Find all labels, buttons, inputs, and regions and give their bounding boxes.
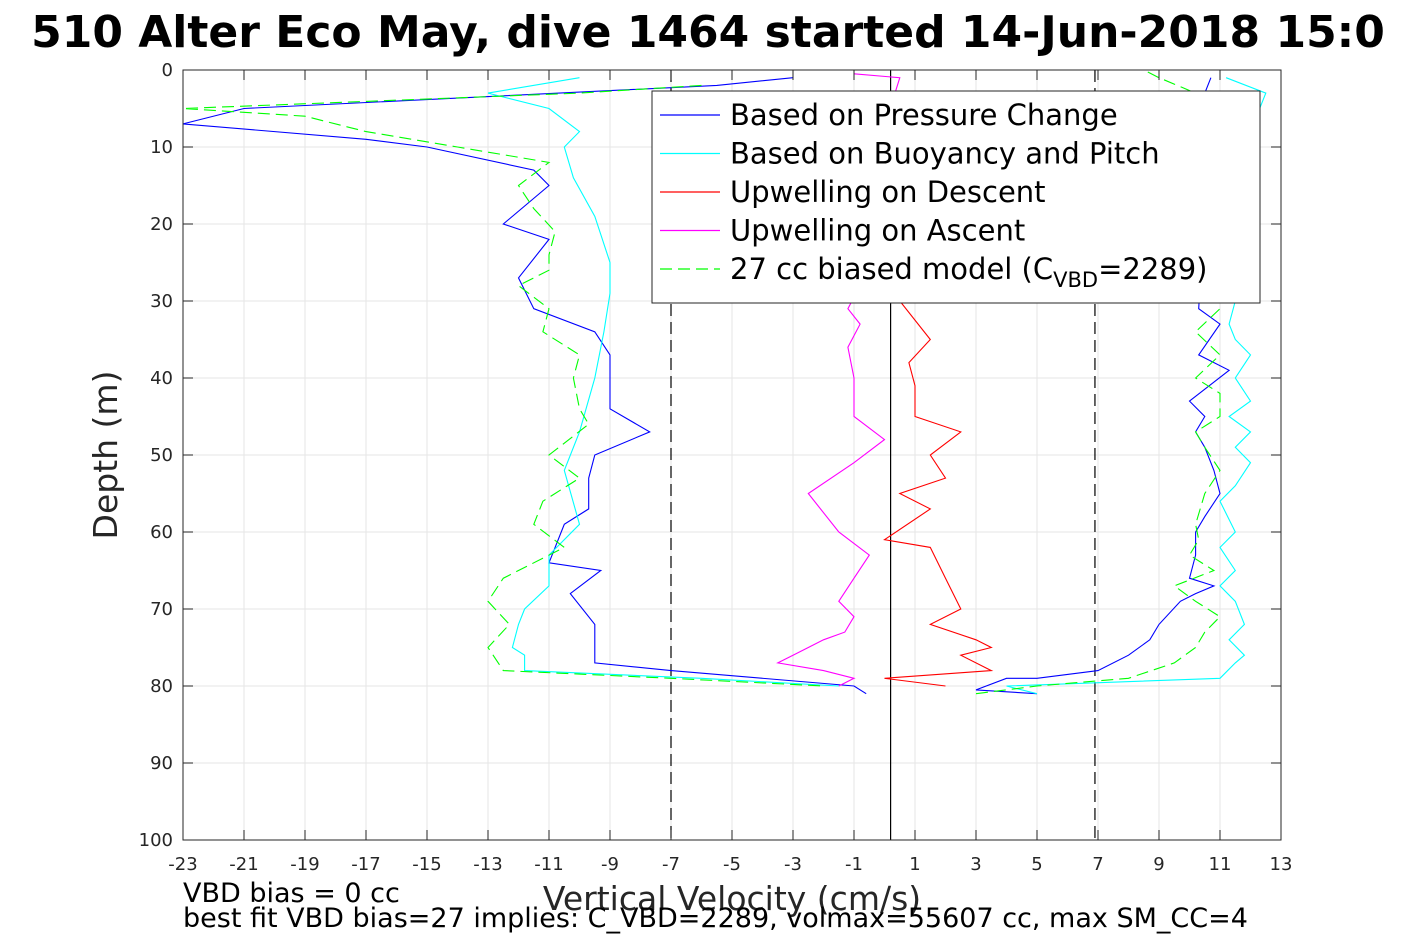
y-axis-label: Depth (m) <box>86 371 125 540</box>
legend-label: Based on Buoyancy and Pitch <box>730 137 1160 171</box>
y-tick-label: 10 <box>150 137 173 158</box>
series-4-descent-line <box>182 84 824 687</box>
x-tick-label: 7 <box>1092 854 1103 875</box>
x-tick-label: -17 <box>351 854 380 875</box>
x-tick-label: 13 <box>1270 854 1293 875</box>
legend-box <box>651 90 1261 304</box>
x-tick-label: 9 <box>1153 854 1164 875</box>
x-tick-label: -7 <box>662 854 680 875</box>
footer-best-fit: best fit VBD bias=27 implies: C_VBD=2289… <box>183 903 1248 934</box>
legend-label: Based on Pressure Change <box>730 98 1118 132</box>
x-tick-label: 5 <box>1031 854 1042 875</box>
x-tick-label: -1 <box>845 854 863 875</box>
y-tick-label: 80 <box>150 676 173 697</box>
x-tick-label: 11 <box>1209 854 1232 875</box>
x-tick-label: 3 <box>970 854 981 875</box>
footer-vbd-bias: VBD bias = 0 cc <box>183 878 400 909</box>
legend-label: Upwelling on Ascent <box>730 214 1025 248</box>
y-tick-label: 30 <box>150 291 173 312</box>
x-axis-ticks: -23 -21 -19 -17 -15 -13 -11 -9 -7 -5 -3 -1 1 3 5 7 9 11 13 <box>168 70 1292 875</box>
legend-label: Upwelling on Descent <box>730 175 1046 209</box>
series-4-ascent-line <box>975 69 1221 695</box>
x-tick-label: -21 <box>229 854 258 875</box>
y-tick-label: 60 <box>150 522 173 543</box>
legend-label: 27 cc biased model (CVBD=2289) <box>730 252 1208 292</box>
x-tick-label: -23 <box>168 854 197 875</box>
y-axis-ticks: 0 10 20 30 40 50 60 70 80 90 100 <box>139 60 1281 851</box>
y-tick-label: 40 <box>150 368 173 389</box>
series-0-descent-line <box>182 77 867 695</box>
x-tick-label: -13 <box>473 854 502 875</box>
y-tick-label: 0 <box>162 60 173 81</box>
x-tick-label: -19 <box>290 854 319 875</box>
x-tick-label: -15 <box>412 854 441 875</box>
x-tick-label: 1 <box>909 854 920 875</box>
x-tick-label: -9 <box>601 854 619 875</box>
y-tick-label: 20 <box>150 214 173 235</box>
x-tick-label: -3 <box>784 854 802 875</box>
x-tick-label: -11 <box>534 854 563 875</box>
y-tick-label: 100 <box>139 830 173 851</box>
y-tick-label: 70 <box>150 599 173 620</box>
series-0-ascent-line <box>975 77 1231 695</box>
y-tick-label: 90 <box>150 753 173 774</box>
x-tick-label: -5 <box>723 854 741 875</box>
y-tick-label: 50 <box>150 445 173 466</box>
legend: Based on Pressure Change Based on Buoyanc… <box>651 90 1261 304</box>
x-axis-label: Vertical Velocity (cm/s) <box>543 879 921 918</box>
chart-title: 510 Alter Eco May, dive 1464 started 14-… <box>31 7 1385 58</box>
